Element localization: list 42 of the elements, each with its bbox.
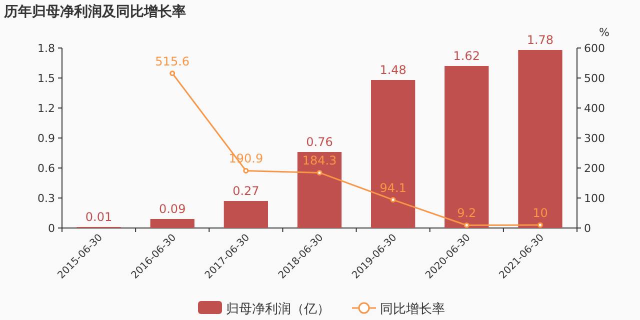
data-label: 1.48 (380, 63, 406, 77)
point (537, 222, 543, 228)
bar (297, 152, 342, 228)
y-tick-label: 0.3 (38, 192, 55, 205)
y2-tick-label: 100 (584, 192, 605, 205)
data-label: 0.76 (306, 135, 333, 149)
data-label: 0.27 (232, 184, 260, 198)
data-label: 94.1 (380, 180, 406, 195)
y2-axis-title: % (599, 26, 610, 39)
data-label: 9.2 (457, 206, 476, 220)
y2-tick-label: 0 (584, 222, 591, 235)
y-tick-label: 1.2 (38, 102, 55, 115)
y2-tick-label: 200 (584, 162, 605, 175)
point (170, 70, 176, 76)
data-label: 184.3 (302, 154, 337, 168)
data-label: 0.01 (85, 210, 112, 224)
y2-tick-label: 400 (584, 102, 605, 115)
y-tick-label: 1.8 (38, 42, 55, 55)
y2-tick-label: 600 (584, 42, 605, 55)
data-label: 10 (532, 206, 548, 220)
point (316, 170, 322, 176)
data-label: 1.78 (526, 33, 554, 47)
point (464, 222, 470, 228)
bar (150, 219, 194, 228)
y2-tick-label: 500 (584, 72, 605, 85)
legend-label: 归母净利润（亿） (226, 302, 330, 317)
y-tick-label: 0 (48, 222, 55, 235)
chart-title: 历年归母净利润及同比增长率 (3, 3, 186, 20)
point (243, 168, 249, 174)
legend-label: 同比增长率 (380, 301, 445, 317)
y2-tick-label: 300 (584, 132, 605, 145)
y-tick-label: 0.6 (38, 162, 55, 175)
bar (444, 66, 489, 228)
bar (224, 201, 268, 228)
data-label: 0.09 (159, 202, 186, 216)
point (390, 197, 396, 203)
bar (371, 80, 416, 228)
data-label: 515.6 (155, 54, 190, 68)
y-tick-label: 1.5 (38, 72, 55, 85)
data-label: 1.62 (453, 49, 480, 63)
y-tick-label: 0.9 (38, 132, 55, 145)
bar (518, 50, 562, 228)
